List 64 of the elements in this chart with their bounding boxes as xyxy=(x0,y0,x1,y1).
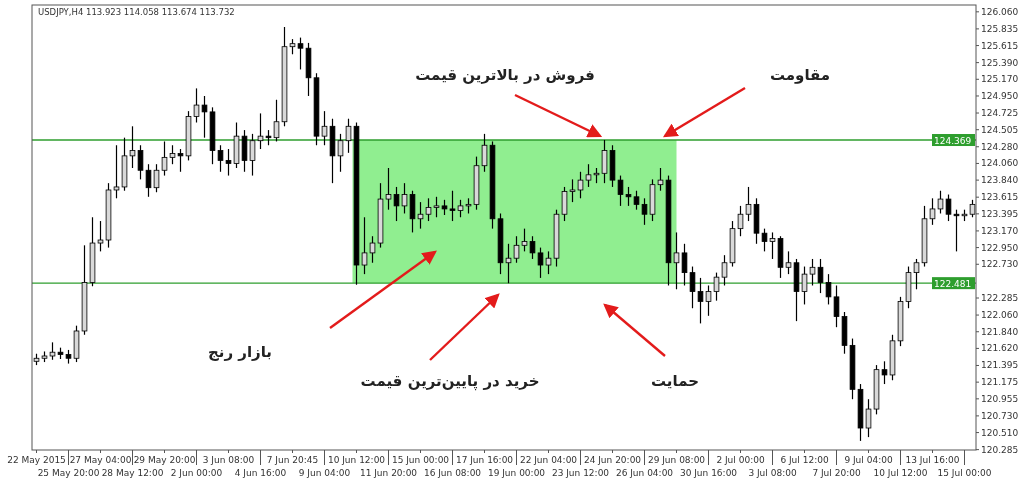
xtick: 28 May 12:00 xyxy=(101,468,164,478)
ytick: 123.395 xyxy=(981,208,1019,219)
ytick: 125.835 xyxy=(981,23,1019,34)
ytick: 123.840 xyxy=(981,175,1019,186)
xtick: 29 Jun 08:00 xyxy=(647,455,706,465)
ytick: 122.730 xyxy=(981,259,1019,270)
xtick: 10 Jun 12:00 xyxy=(327,455,386,465)
ytick: 120.730 xyxy=(981,410,1019,421)
xtick: 27 May 04:00 xyxy=(69,455,132,465)
xtick: 3 Jul 08:00 xyxy=(748,468,797,478)
ytick: 125.390 xyxy=(981,57,1019,68)
note: حمایت xyxy=(651,372,699,390)
xtick: 7 Jun 20:45 xyxy=(266,455,319,465)
ref-label: 124.369 xyxy=(932,134,975,146)
ytick: 121.620 xyxy=(981,343,1019,354)
ytick: 122.285 xyxy=(981,293,1019,303)
xtick: 4 Jun 16:00 xyxy=(234,468,287,478)
ytick: 121.395 xyxy=(981,360,1019,371)
ytick: 123.615 xyxy=(981,192,1019,203)
xtick: 9 Jun 04:00 xyxy=(298,468,351,478)
ytick: 123.170 xyxy=(981,225,1019,236)
xtick: 10 Jul 12:00 xyxy=(873,468,928,478)
ref-label: 122.481 xyxy=(932,277,975,290)
note: خرید در پایین‌ترین قیمت xyxy=(360,372,540,390)
note: فروش در بالاترین قیمت xyxy=(415,66,595,84)
xtick: 6 Jul 12:00 xyxy=(780,455,829,465)
xtick: 19 Jun 00:00 xyxy=(487,468,546,478)
ytick: 120.285 xyxy=(981,444,1019,455)
xtick: 11 Jun 20:00 xyxy=(359,468,418,478)
xtick: 30 Jun 16:00 xyxy=(679,468,738,478)
xtick: 23 Jun 12:00 xyxy=(551,468,610,478)
xtick: 25 May 20:00 xyxy=(37,468,100,478)
ytick: 126.060 xyxy=(981,6,1019,17)
xtick: 7 Jul 20:00 xyxy=(812,468,861,478)
ytick: 122.950 xyxy=(981,242,1019,253)
ytick: 124.060 xyxy=(981,158,1019,169)
ytick: 124.505 xyxy=(981,124,1019,135)
ytick: 124.950 xyxy=(981,90,1019,101)
ytick: 120.510 xyxy=(981,427,1019,438)
xtick: 26 Jun 04:00 xyxy=(615,468,674,478)
ytick: 124.280 xyxy=(981,141,1019,152)
xtick: 17 Jun 16:00 xyxy=(455,455,514,465)
xtick: 29 May 20:00 xyxy=(133,455,196,465)
ytick: 122.060 xyxy=(981,310,1019,321)
ytick: 125.615 xyxy=(981,40,1019,51)
ytick: 121.840 xyxy=(981,326,1019,337)
ytick: 120.955 xyxy=(981,393,1019,404)
ytick: 125.170 xyxy=(981,74,1019,85)
xtick: 15 Jul 00:00 xyxy=(937,468,992,478)
ytick: 124.725 xyxy=(981,108,1019,119)
xtick: 22 Jun 04:00 xyxy=(519,455,578,465)
xtick: 15 Jun 00:00 xyxy=(391,455,450,465)
ytick: 121.175 xyxy=(981,377,1019,388)
xtick: 22 May 2015 xyxy=(7,455,66,465)
header-note: USDJPY,H4 113.923 114.058 113.674 113.732 xyxy=(38,7,235,17)
xtick: 9 Jul 04:00 xyxy=(844,455,893,465)
xtick: 13 Jul 16:00 xyxy=(905,455,960,465)
note: بازار رنج xyxy=(208,343,272,361)
xtick: 16 Jun 08:00 xyxy=(423,468,482,478)
xtick: 2 Jun 00:00 xyxy=(170,468,223,478)
xtick: 24 Jun 20:00 xyxy=(583,455,642,465)
xtick: 3 Jun 08:00 xyxy=(202,455,255,465)
note: مقاومت xyxy=(769,66,831,84)
xtick: 2 Jul 00:00 xyxy=(716,455,765,465)
